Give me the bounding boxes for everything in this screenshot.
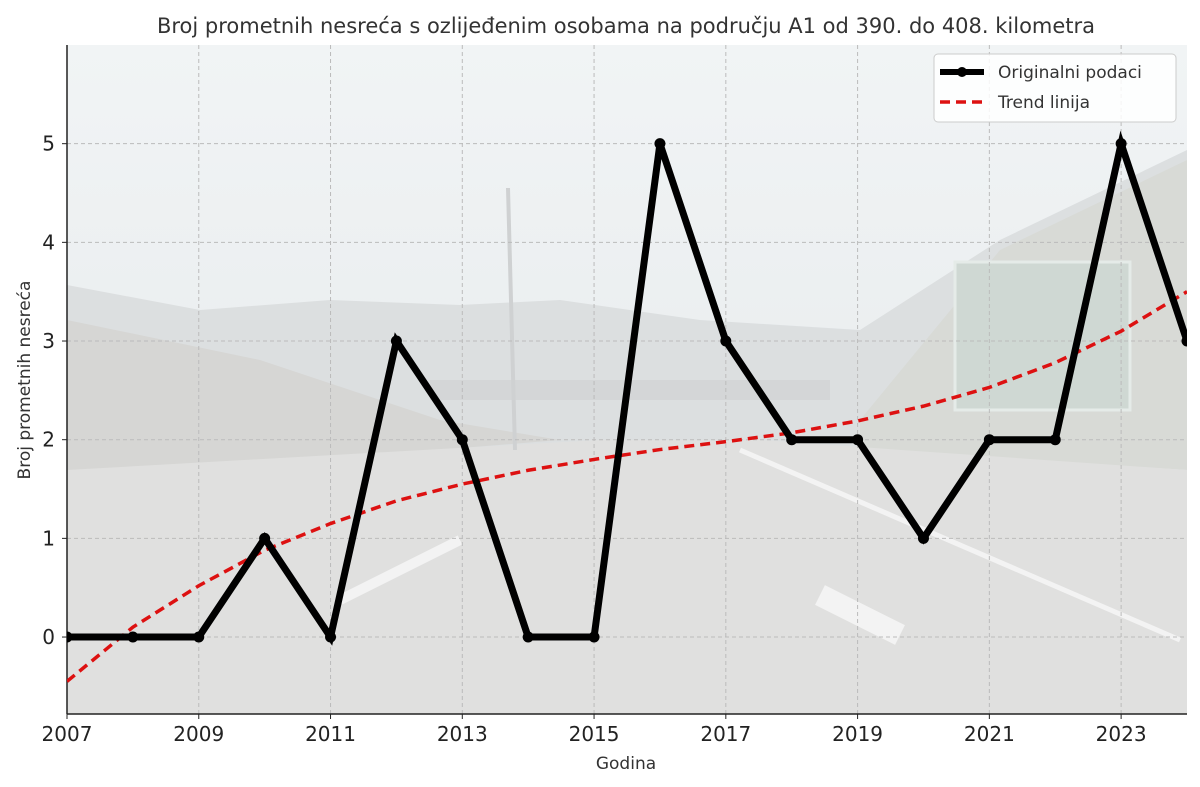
y-tick-label: 1: [42, 526, 55, 550]
x-tick-label: 2023: [1096, 722, 1147, 746]
grid: [66, 45, 1187, 714]
legend: Originalni podaci Trend linija: [933, 53, 1177, 123]
y-tick-label: 2: [42, 428, 55, 452]
data-point-2023: [1115, 138, 1127, 150]
data-point-2020: [917, 532, 929, 544]
x-tick-label: 2007: [42, 722, 93, 746]
data-point-2011: [325, 631, 337, 643]
y-tick-label: 0: [42, 625, 55, 649]
legend-label-trend: Trend linija: [997, 93, 1090, 113]
original-data-line: [67, 130, 1187, 646]
y-tick-label: 4: [42, 230, 55, 254]
legend-label-original: Originalni podaci: [998, 63, 1142, 83]
data-point-2019: [852, 434, 864, 446]
data-point-2007: [67, 631, 73, 643]
axes: [66, 45, 1187, 715]
data-point-2022: [1049, 434, 1061, 446]
y-tick-label: 3: [42, 329, 55, 353]
x-tick-label: 2021: [964, 722, 1015, 746]
x-tick-label: 2017: [700, 722, 751, 746]
data-point-2010: [259, 532, 271, 544]
legend-marker-original: [957, 67, 967, 77]
data-point-2024: [1181, 335, 1187, 347]
x-tick-label: 2015: [569, 722, 620, 746]
chart-title: Broj prometnih nesreća s ozlijeđenim oso…: [157, 14, 1095, 38]
data-point-2009: [193, 631, 205, 643]
x-tick-label: 2013: [437, 722, 488, 746]
data-point-2016: [654, 138, 666, 150]
data-point-2018: [786, 434, 798, 446]
data-point-2013: [456, 434, 468, 446]
x-tick-label: 2011: [305, 722, 356, 746]
x-tick-label: 2019: [832, 722, 883, 746]
x-axis-label: Godina: [596, 754, 656, 774]
x-tick-label: 2009: [173, 722, 224, 746]
data-point-2017: [720, 335, 732, 347]
y-tick-label: 5: [42, 132, 55, 156]
data-point-2021: [983, 434, 995, 446]
data-point-2015: [588, 631, 600, 643]
data-point-2012: [390, 335, 402, 347]
data-point-2014: [522, 631, 534, 643]
data-point-2008: [127, 631, 139, 643]
y-axis-label: Broj prometnih nesreća: [15, 281, 35, 480]
